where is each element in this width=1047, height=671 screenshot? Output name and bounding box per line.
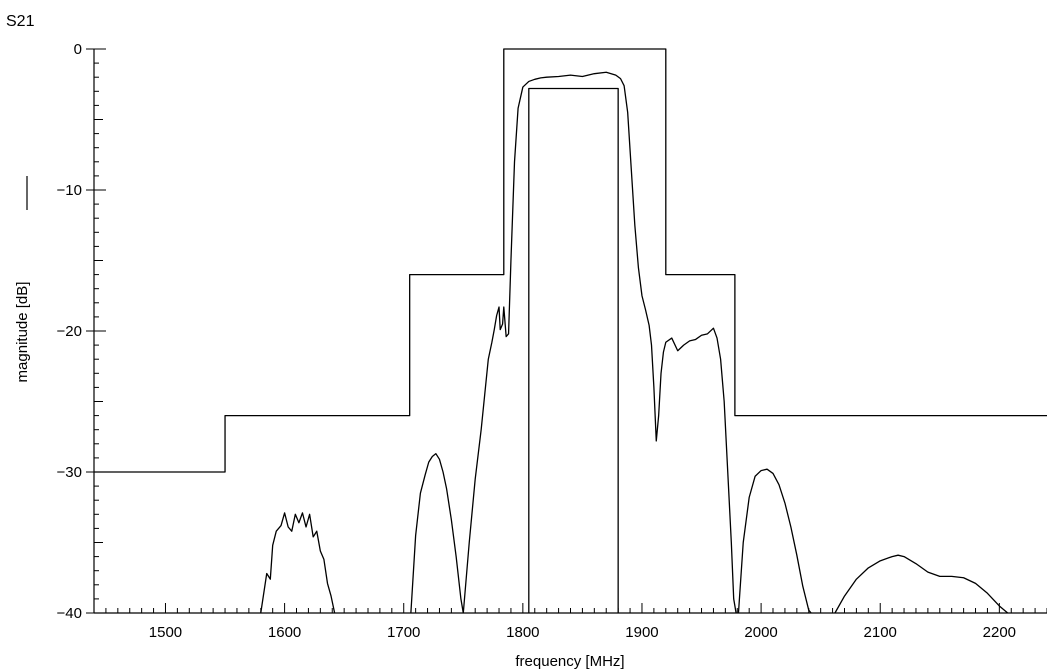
x-tick-label: 2200 [983,624,1016,641]
series-response-lobe-3 [737,468,812,614]
x-tick-label: 1600 [268,624,301,641]
x-tick-label: 1500 [149,624,182,641]
axes: 1500 1600 1700 1800 1900 2000 2100 2200 0 −10 −20 −… [57,41,1047,641]
x-tick-label: 2100 [864,624,897,641]
x-tick-label: 1900 [625,624,658,641]
y-tick-label: −40 [57,605,82,622]
x-tick-label: 1700 [387,624,420,641]
series-response-lobe-2 [410,453,464,614]
y-tick-label: −20 [57,323,82,340]
series-response-lobe-4 [834,554,1009,614]
y-tick-label: −30 [57,464,82,481]
x-axis-label: frequency [MHz] [515,653,624,670]
x-tick-label: 1800 [506,624,539,641]
plot-marks [94,48,1047,614]
chart-title: S21 [6,13,35,30]
y-tick-label: −10 [57,182,82,199]
series-passband-mask [528,87,619,613]
series-stopband-mask [94,48,1047,473]
y-axis-label: magnitude [dB] [14,282,31,383]
y-tick-label: 0 [74,41,82,58]
series-response-lobe-1 [260,512,336,614]
x-tick-label: 2000 [744,624,777,641]
series-response-main [462,71,737,614]
